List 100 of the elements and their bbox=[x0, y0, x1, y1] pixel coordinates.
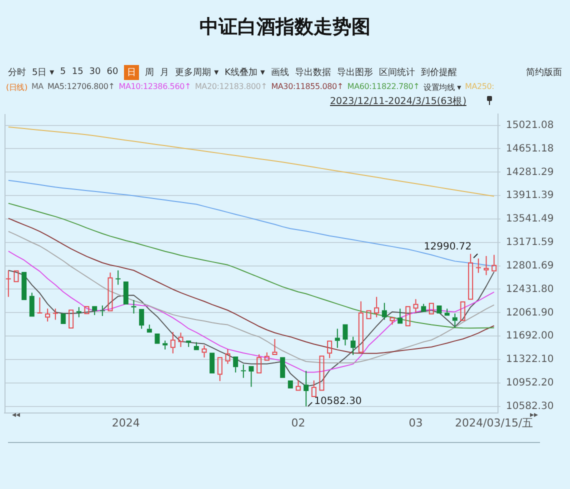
chart-title: 中证白酒指数走势图 bbox=[198, 15, 372, 40]
text: 日 bbox=[124, 64, 140, 80]
candlestick bbox=[413, 298, 418, 313]
candlestick bbox=[131, 300, 136, 314]
candlestick bbox=[240, 364, 246, 378]
candlestick bbox=[217, 357, 222, 382]
text: 2023/12/11-2024/3/15(63根) bbox=[330, 95, 466, 108]
text: 5日 ▾ bbox=[32, 66, 54, 78]
candlestick bbox=[37, 296, 42, 314]
candlestick bbox=[460, 301, 466, 321]
x-tick-label: 2024/03/15/五 bbox=[455, 416, 534, 430]
candlestick bbox=[468, 253, 474, 300]
y-tick-label: 11322.10 bbox=[506, 354, 554, 366]
candlestick bbox=[68, 310, 74, 328]
candlestick bbox=[311, 380, 316, 398]
candlestick bbox=[366, 310, 372, 320]
candlestick bbox=[374, 296, 380, 318]
y-tick-label: 10582.30 bbox=[506, 400, 554, 412]
candlestick bbox=[194, 342, 199, 350]
candlestick bbox=[154, 334, 160, 344]
candlestick bbox=[382, 302, 387, 320]
text: MA20:12183.800↑ bbox=[194, 82, 268, 93]
candlestick bbox=[146, 324, 152, 333]
candlestick bbox=[319, 356, 324, 391]
y-tick-label: 14281.29 bbox=[506, 166, 554, 178]
text: MA10:12386.560↑ bbox=[118, 82, 191, 93]
candlestick bbox=[162, 340, 168, 350]
candlestick bbox=[248, 366, 254, 388]
y-tick-label: 10952.20 bbox=[506, 378, 554, 388]
candlestick bbox=[272, 338, 278, 355]
y-tick-label: 14651.18 bbox=[506, 143, 554, 154]
annotation: 10582.30 bbox=[314, 396, 362, 407]
candlestick bbox=[202, 344, 207, 358]
text: 5 bbox=[60, 67, 66, 77]
text: MA bbox=[31, 82, 44, 93]
x-tick-label: 02 bbox=[291, 416, 306, 430]
text: MA250: bbox=[465, 82, 494, 93]
candlestick bbox=[108, 272, 113, 312]
candlestick bbox=[52, 308, 58, 320]
candlestick bbox=[6, 270, 11, 298]
y-tick-label: 12061.90 bbox=[506, 307, 554, 318]
candlestick bbox=[398, 308, 403, 324]
text: 区间统计 bbox=[378, 66, 415, 78]
candlestick bbox=[358, 300, 364, 353]
text: 画线 bbox=[270, 66, 289, 78]
candlestick bbox=[84, 306, 90, 314]
text: 简约版面 bbox=[526, 66, 562, 78]
y-tick-label: 13171.59 bbox=[506, 237, 554, 248]
candlestick bbox=[14, 270, 19, 282]
text: 导出图形 bbox=[336, 66, 373, 78]
candlestick bbox=[484, 255, 489, 276]
candlestick bbox=[178, 332, 184, 348]
text: 30 bbox=[89, 67, 101, 77]
candlestick bbox=[186, 340, 192, 348]
candlestick bbox=[116, 270, 121, 286]
candlestick bbox=[22, 272, 27, 300]
text: 导出数据 bbox=[294, 66, 331, 78]
candlestick bbox=[476, 258, 481, 274]
candlestick bbox=[123, 282, 128, 304]
candlestick bbox=[304, 370, 309, 407]
candlestick bbox=[436, 306, 442, 314]
y-tick-label: 13541.49 bbox=[506, 214, 554, 225]
y-tick-label: 15021.08 bbox=[506, 120, 554, 131]
text: MA5:12706.800↑ bbox=[47, 82, 115, 93]
text: 更多周期 ▾ bbox=[175, 66, 219, 78]
text: 周 bbox=[145, 66, 154, 78]
candlestick bbox=[405, 306, 410, 326]
text: K线叠加 ▾ bbox=[224, 66, 265, 78]
candlestick bbox=[288, 380, 293, 388]
y-tick-label: 11692.00 bbox=[506, 330, 554, 342]
candlestick bbox=[225, 348, 230, 364]
candlestick bbox=[334, 328, 340, 348]
candlestick bbox=[210, 352, 215, 374]
annotation: 12990.72 bbox=[424, 241, 472, 252]
candlestick bbox=[342, 324, 348, 346]
x-tick-label: 03 bbox=[408, 416, 423, 430]
candlestick bbox=[100, 305, 105, 317]
candlestick bbox=[139, 308, 144, 330]
candlestick bbox=[327, 340, 332, 359]
candlestick bbox=[452, 312, 458, 328]
text: 设置均线 ▾ bbox=[424, 82, 461, 93]
text: MA60:11822.780↑ bbox=[347, 82, 420, 93]
candlestick bbox=[350, 336, 356, 356]
y-tick-label: 12431.80 bbox=[506, 284, 554, 295]
candlestick bbox=[45, 308, 50, 322]
candlestick bbox=[280, 357, 286, 378]
candlestick bbox=[492, 254, 497, 272]
text: 分时 bbox=[8, 66, 26, 78]
candlestick bbox=[390, 317, 395, 326]
candlestick bbox=[233, 356, 238, 373]
text: (日线) bbox=[6, 82, 28, 93]
text: 月 bbox=[160, 66, 170, 78]
candlestick bbox=[428, 302, 434, 314]
y-tick-label: 12801.69 bbox=[506, 260, 554, 272]
candlestick bbox=[29, 292, 34, 317]
candlestick bbox=[264, 352, 270, 361]
x-tick-label: 2024 bbox=[112, 416, 140, 430]
candlestick bbox=[92, 306, 98, 316]
text: 15 bbox=[72, 67, 84, 77]
text: 60 bbox=[106, 67, 118, 77]
